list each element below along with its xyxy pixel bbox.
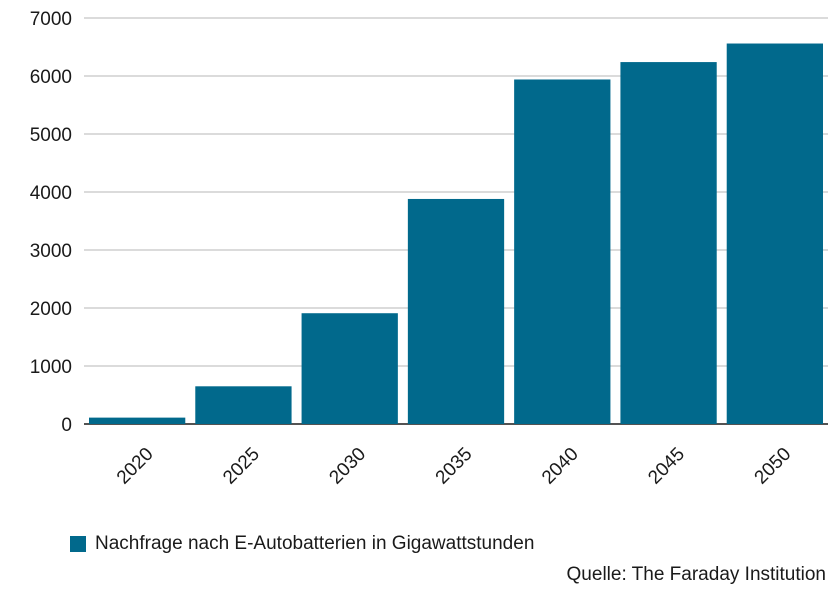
bar-2050 (726, 43, 823, 425)
bar-2040 (514, 79, 611, 424)
x-tick-label: 2040 (538, 444, 583, 489)
y-tick-label: 2000 (30, 299, 72, 320)
y-tick-label: 3000 (30, 241, 72, 262)
bar-2035 (407, 198, 505, 424)
x-tick-label: 2030 (325, 444, 370, 489)
x-tick-label: 2050 (751, 444, 796, 489)
bar-2030 (301, 313, 398, 424)
y-tick-label: 0 (61, 415, 72, 436)
y-tick-label: 4000 (30, 183, 72, 204)
x-tick-label: 2020 (113, 444, 158, 489)
y-tick-label: 5000 (30, 125, 72, 146)
x-tick-label: 2025 (219, 444, 264, 489)
y-axis-tick-labels: 0 1000 2000 3000 4000 5000 6000 7000 (30, 9, 72, 436)
x-tick-label: 2045 (644, 444, 689, 489)
bars (89, 43, 823, 425)
bar-2025 (195, 386, 292, 424)
y-tick-label: 6000 (30, 67, 72, 88)
x-axis-tick-labels: 2020 2025 2030 2035 2040 2045 2050 (113, 444, 795, 489)
y-tick-label: 7000 (30, 9, 72, 30)
y-tick-label: 1000 (30, 357, 72, 378)
bar-2020 (89, 417, 186, 424)
bar-2045 (620, 62, 717, 425)
legend: Nachfrage nach E-Autobatterien in Gigawa… (70, 533, 534, 555)
legend-swatch (70, 536, 86, 552)
legend-label: Nachfrage nach E-Autobatterien in Gigawa… (95, 533, 535, 554)
source-note: Quelle: The Faraday Institution (566, 564, 826, 585)
x-tick-label: 2035 (432, 444, 477, 489)
